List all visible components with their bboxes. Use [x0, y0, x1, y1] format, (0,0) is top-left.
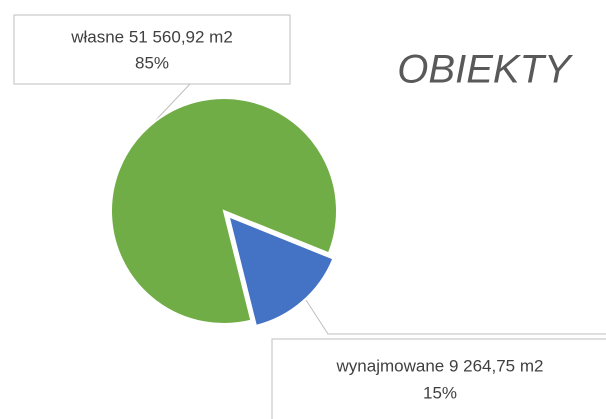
label-box: [13, 14, 291, 85]
pie-slice: [110, 97, 338, 325]
slice-value-label: 15%: [423, 383, 457, 402]
chart-title: OBIEKTY: [397, 48, 574, 92]
slice-value-label: 85%: [135, 53, 169, 72]
label-box: [271, 338, 606, 419]
pie-slice: [227, 214, 335, 328]
slice-label: własne 51 560,92 m2: [70, 27, 233, 46]
leader-line: [305, 299, 606, 335]
slice-label: wynajmowane 9 264,75 m2: [336, 356, 544, 375]
leader-line: [154, 83, 191, 122]
